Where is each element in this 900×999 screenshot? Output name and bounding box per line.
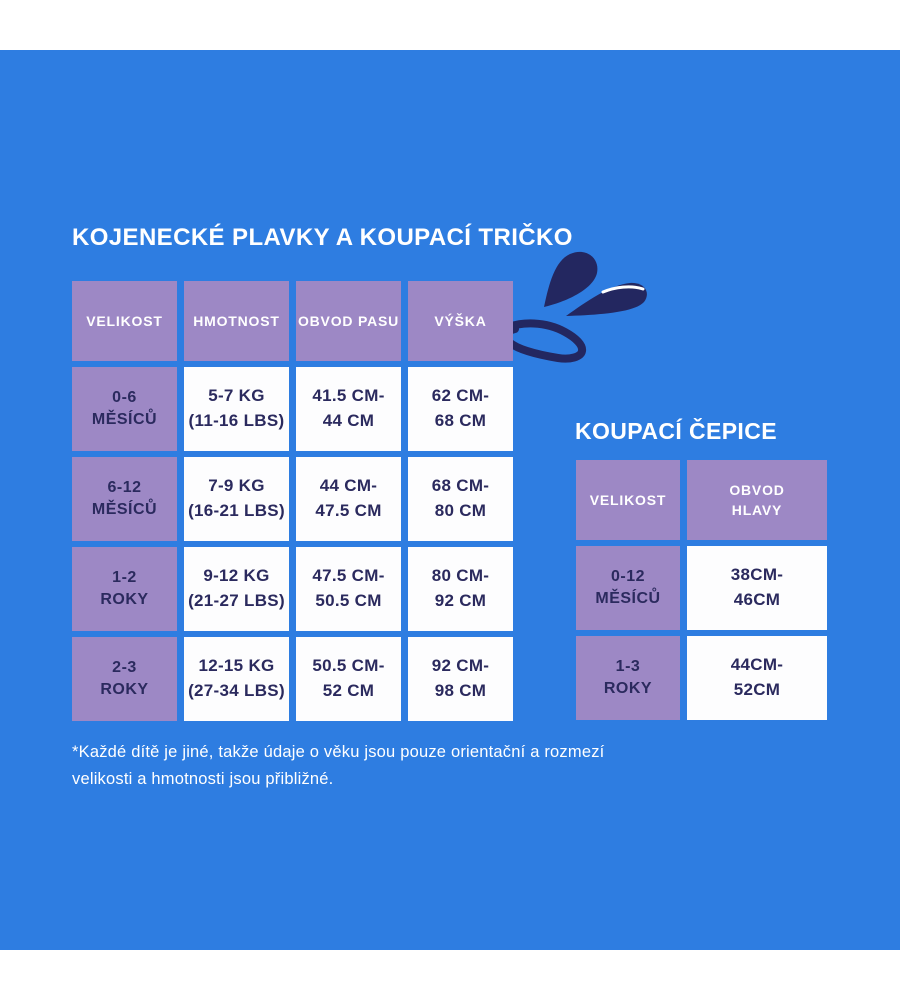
splash-drop-top bbox=[544, 251, 598, 307]
swim-row-1-waist: 44 CM- 47.5 CM bbox=[296, 457, 401, 541]
cap-row-0-size: 0-12 MĚSÍCŮ bbox=[576, 546, 680, 630]
swim-size-table: VELIKOST HMOTNOST OBVOD PASU VÝŠKA 0-6 M… bbox=[72, 281, 513, 721]
cap-table-title: KOUPACÍ ČEPICE bbox=[575, 418, 777, 444]
swim-row-1-weight: 7-9 KG (16-21 LBS) bbox=[184, 457, 289, 541]
splash-drop-middle bbox=[566, 282, 647, 316]
cap-row-0-head-circumference: 38CM- 46CM bbox=[687, 546, 827, 630]
cap-row-1-head-circumference: 44CM- 52CM bbox=[687, 636, 827, 720]
swim-row-0-waist: 41.5 CM- 44 CM bbox=[296, 367, 401, 451]
swim-row-0-height: 62 CM- 68 CM bbox=[408, 367, 513, 451]
footnote-text: *Každé dítě je jiné, takže údaje o věku … bbox=[72, 743, 605, 788]
swim-header-velikost: VELIKOST bbox=[72, 281, 177, 361]
swim-header-hmotnost: HMOTNOST bbox=[184, 281, 289, 361]
splash-drop-bottom bbox=[498, 319, 587, 363]
swim-row-0-size: 0-6 MĚSÍCŮ bbox=[72, 367, 177, 451]
cap-header-velikost: VELIKOST bbox=[576, 460, 680, 540]
swim-header-obvod-pasu: OBVOD PASU bbox=[296, 281, 401, 361]
cap-row-1-size: 1-3 ROKY bbox=[576, 636, 680, 720]
swim-row-3-waist: 50.5 CM- 52 CM bbox=[296, 637, 401, 721]
swim-row-2-size: 1-2 ROKY bbox=[72, 547, 177, 631]
water-splash-icon bbox=[498, 251, 647, 363]
swim-row-1-height: 68 CM- 80 CM bbox=[408, 457, 513, 541]
swim-row-2-waist: 47.5 CM- 50.5 CM bbox=[296, 547, 401, 631]
swim-row-2-height: 80 CM- 92 CM bbox=[408, 547, 513, 631]
swim-row-3-height: 92 CM- 98 CM bbox=[408, 637, 513, 721]
swim-table-title: KOJENECKÉ PLAVKY A KOUPACÍ TRIČKO bbox=[72, 224, 573, 251]
swim-row-1-size: 6-12 MĚSÍCŮ bbox=[72, 457, 177, 541]
cap-header-obvod-hlavy: OBVOD HLAVY bbox=[687, 460, 827, 540]
swim-header-vyska: VÝŠKA bbox=[408, 281, 513, 361]
swim-row-0-weight: 5-7 KG (11-16 LBS) bbox=[184, 367, 289, 451]
cap-size-table: VELIKOST OBVOD HLAVY 0-12 MĚSÍCŮ 38CM- 4… bbox=[576, 460, 827, 720]
swim-row-3-size: 2-3 ROKY bbox=[72, 637, 177, 721]
swim-row-3-weight: 12-15 KG (27-34 LBS) bbox=[184, 637, 289, 721]
splash-drop-middle-highlight bbox=[601, 285, 645, 294]
swim-row-2-weight: 9-12 KG (21-27 LBS) bbox=[184, 547, 289, 631]
